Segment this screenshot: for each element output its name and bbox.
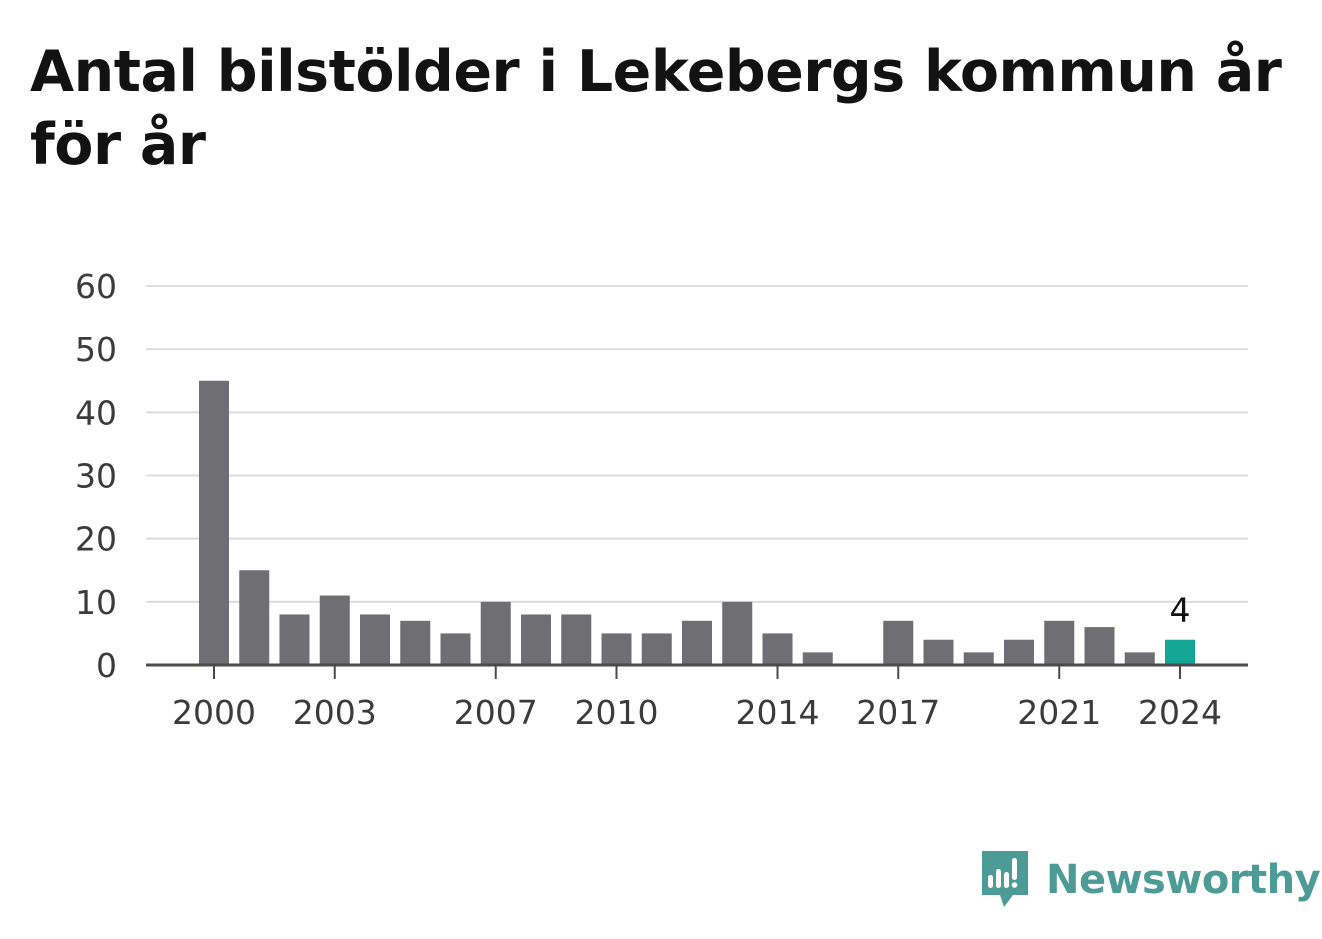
bars <box>199 380 1195 665</box>
bar-2001 <box>239 570 270 665</box>
data-label-highlight: 4 <box>1170 591 1191 630</box>
y-tick-label: 40 <box>75 393 117 432</box>
y-tick-label: 60 <box>75 267 117 306</box>
bar-2002 <box>279 614 310 665</box>
bar-2011 <box>641 633 672 665</box>
x-tick-label: 2017 <box>856 693 940 732</box>
x-axis: 2000 2003 2007 2010 2014 2017 2021 2024 <box>146 663 1248 732</box>
bar-2000 <box>199 380 229 665</box>
brand-logo: Newsworthy <box>980 848 1321 912</box>
bar-2019 <box>963 652 994 665</box>
y-tick-label: 30 <box>75 457 117 496</box>
x-tick-label: 2024 <box>1138 693 1222 732</box>
bar-2024 <box>1165 639 1195 665</box>
bar-2015 <box>802 652 833 665</box>
bar-2005 <box>400 620 431 665</box>
x-tick-label: 2003 <box>293 693 377 732</box>
y-tick-label: 0 <box>96 646 117 685</box>
bar-2013 <box>722 601 753 665</box>
bar-2009 <box>561 614 592 665</box>
bar-2008 <box>521 614 551 665</box>
x-tick-label: 2014 <box>736 693 820 732</box>
x-tick-label: 2021 <box>1017 693 1101 732</box>
y-tick-label: 20 <box>75 520 117 559</box>
bar-2004 <box>360 614 390 665</box>
data-labels: 4 <box>1170 591 1191 630</box>
bar-2017 <box>883 620 914 665</box>
x-tick-label: 2000 <box>172 693 256 732</box>
chart-title: Antal bilstölder i Lekebergs kommun år f… <box>30 39 1282 178</box>
gridlines <box>146 285 1248 603</box>
bar-2018 <box>923 639 954 665</box>
bar-2006 <box>440 633 471 665</box>
y-tick-label: 50 <box>75 330 117 369</box>
bar-2023 <box>1124 652 1155 665</box>
bar-2012 <box>682 620 712 665</box>
x-tick-label: 2010 <box>575 693 659 732</box>
newsworthy-logo-icon <box>982 851 1028 907</box>
bar-2003 <box>319 595 350 665</box>
bar-2021 <box>1044 620 1075 665</box>
bar-2007 <box>480 601 511 665</box>
bar-2020 <box>1004 639 1034 665</box>
bar-2010 <box>601 633 632 665</box>
bar-2022 <box>1084 627 1115 665</box>
y-tick-label: 10 <box>75 583 117 622</box>
brand-name: Newsworthy <box>1046 857 1321 903</box>
bar-2014 <box>762 633 793 665</box>
x-tick-label: 2007 <box>454 693 538 732</box>
y-axis: 0 10 20 30 40 50 60 <box>75 267 117 685</box>
